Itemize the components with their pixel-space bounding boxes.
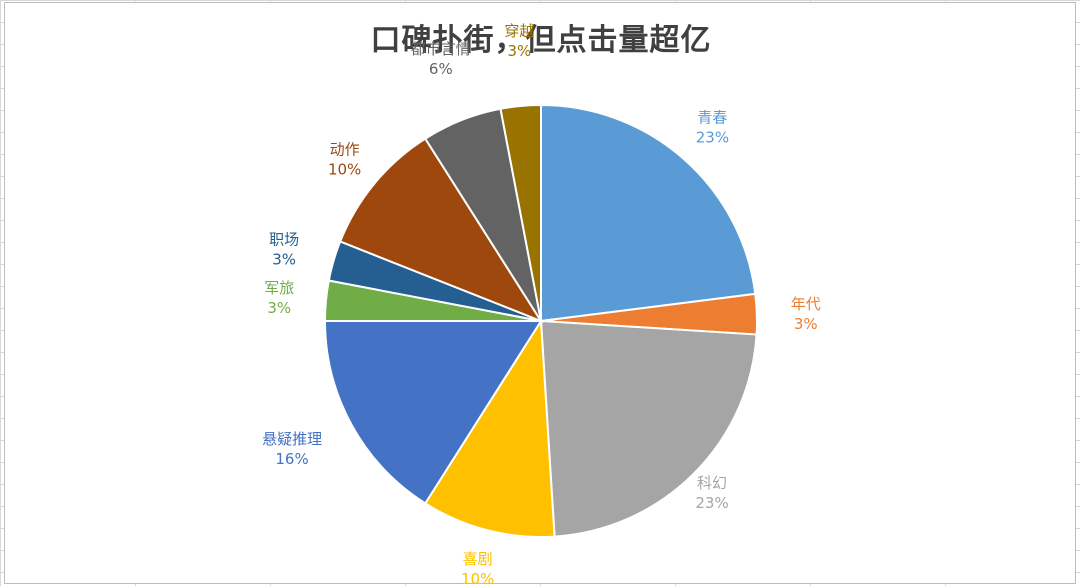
slice-category-label: 青春 — [697, 109, 727, 127]
pie-chart: 青春 23% 年代 3% 科幻 23% 喜剧 10% 悬疑推理 16% 军旅 3% 职场 3% 动作 10% 都… — [262, 22, 821, 585]
slice-category-label: 年代 — [791, 295, 821, 313]
slice-category-label: 穿越 — [504, 22, 534, 40]
slice-label-group-1: 青春 23% — [696, 109, 729, 147]
slice-category-label: 悬疑推理 — [262, 430, 322, 448]
slice-label-group-5: 悬疑推理 16% — [262, 430, 322, 468]
slice-category-label: 军旅 — [264, 279, 294, 297]
slice-label-group-8: 动作 10% — [328, 141, 361, 179]
slice-category-label: 动作 — [330, 141, 360, 159]
chart-area[interactable]: 口碑扑街，但点击量超亿 青春 23% 年代 3% 科幻 23% 喜剧 10% 悬疑推理 16% 军旅… — [4, 2, 1076, 585]
slice-label-group-10: 穿越 3% — [504, 22, 534, 60]
slice-label-group-2: 年代 3% — [791, 295, 821, 333]
slice-percent-label: 23% — [696, 129, 729, 147]
pie-slice-8[interactable] — [338, 137, 544, 324]
slice-label-group-4: 喜剧 10% — [461, 550, 494, 585]
pie-slice-4[interactable] — [423, 317, 556, 538]
slice-percent-label: 3% — [507, 42, 531, 60]
slice-percent-label: 10% — [328, 161, 361, 179]
pie-slice-3[interactable] — [539, 319, 758, 538]
slice-label-group-6: 军旅 3% — [264, 279, 294, 317]
slice-percent-label: 10% — [461, 570, 494, 585]
slice-category-label: 科幻 — [697, 474, 727, 492]
slice-percent-label: 23% — [695, 494, 728, 512]
slice-category-label: 喜剧 — [463, 550, 493, 568]
slice-percent-label: 6% — [429, 60, 453, 78]
pie-slice-5[interactable] — [323, 320, 543, 505]
slice-label-group-7: 职场 3% — [269, 231, 299, 269]
slice-percent-label: 16% — [275, 450, 308, 468]
slice-percent-label: 3% — [794, 315, 818, 333]
slice-percent-label: 3% — [267, 299, 291, 317]
chart-title: 口碑扑街，但点击量超亿 — [370, 23, 712, 58]
slice-label-group-3: 科幻 23% — [695, 474, 728, 512]
pie-slice-10[interactable] — [499, 103, 542, 322]
slice-category-label: 职场 — [269, 231, 299, 249]
slice-percent-label: 3% — [272, 251, 296, 269]
slice-category-label: 都市言情 — [411, 40, 471, 58]
pie-slice-1[interactable] — [540, 103, 757, 323]
slice-label-group-9: 都市言情 6% — [411, 40, 471, 78]
